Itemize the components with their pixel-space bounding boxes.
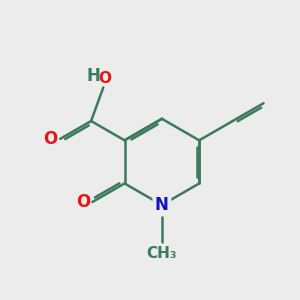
Text: O: O	[76, 193, 90, 211]
Text: O: O	[44, 130, 58, 148]
Text: N: N	[155, 196, 169, 214]
Text: H: H	[87, 67, 101, 85]
Text: O: O	[98, 71, 111, 86]
Text: CH₃: CH₃	[147, 246, 177, 261]
